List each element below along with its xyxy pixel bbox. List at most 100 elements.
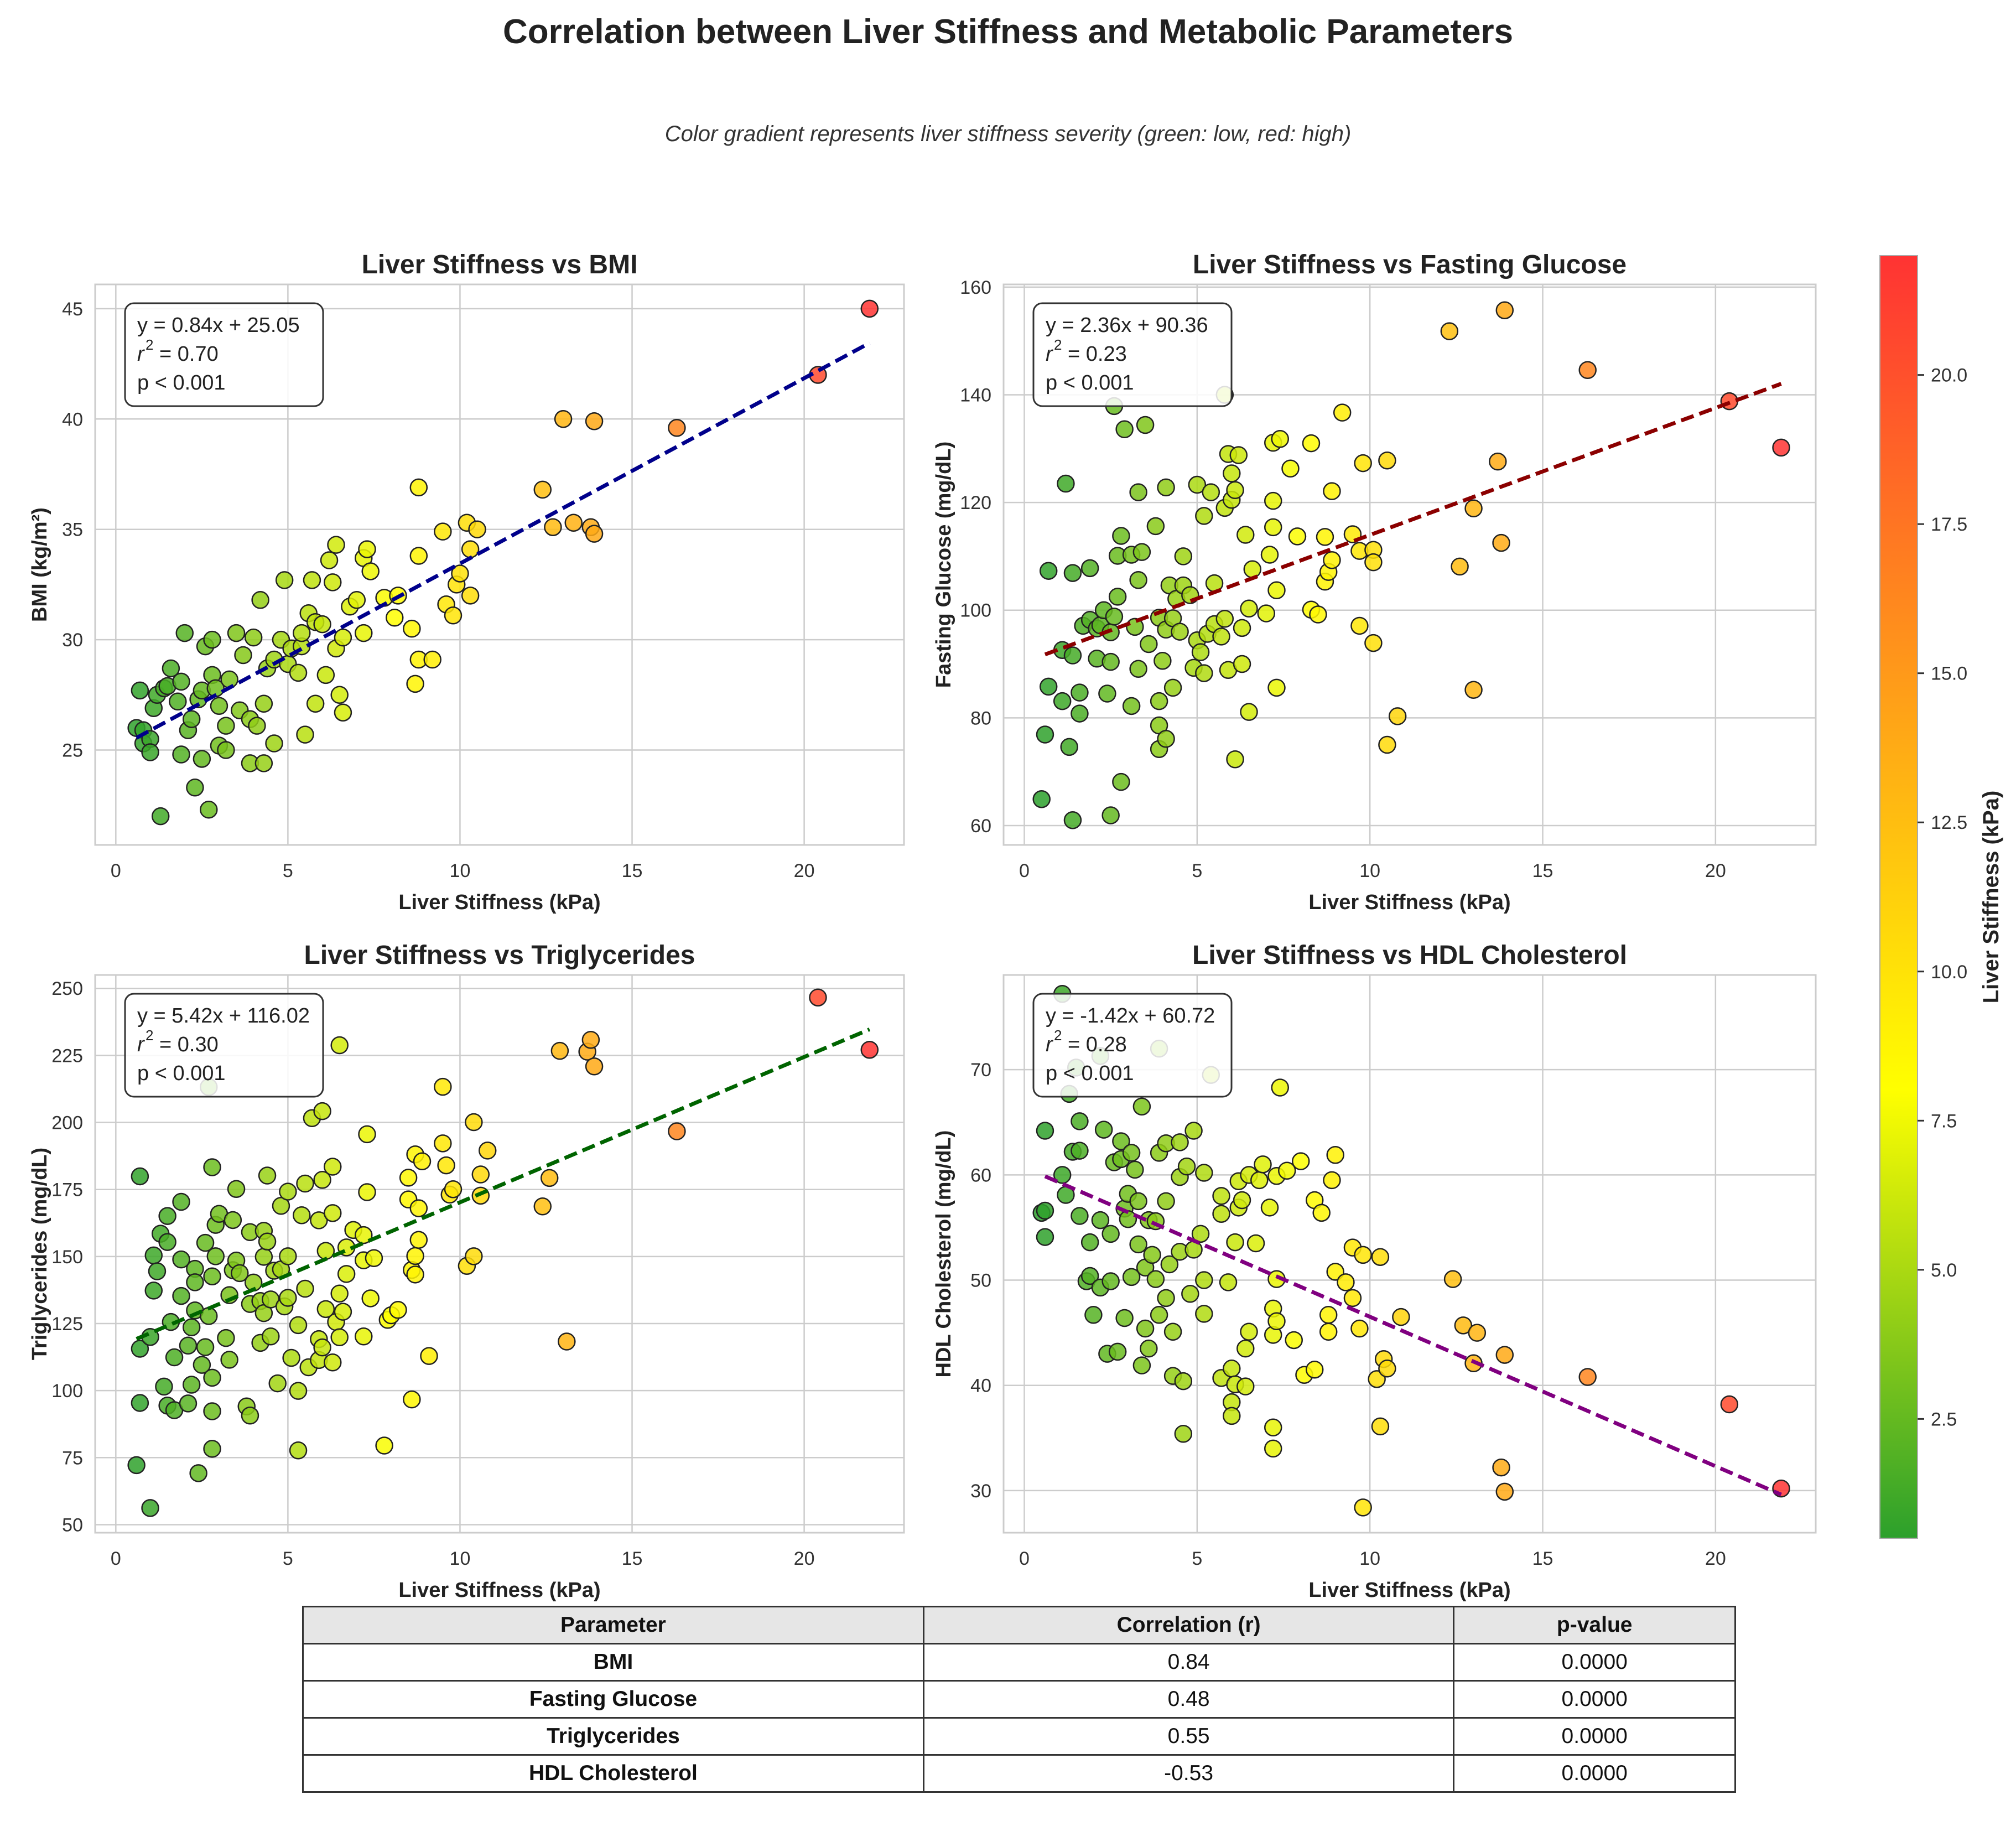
data-point — [1177, 1157, 1196, 1176]
data-point — [330, 1284, 349, 1303]
panel-title: Liver Stiffness vs Triglycerides — [304, 941, 695, 970]
data-point — [1233, 1191, 1251, 1210]
data-point — [444, 606, 463, 625]
data-point — [324, 1353, 342, 1372]
table-header: Correlation (r) — [922, 1606, 1455, 1644]
data-point — [179, 1336, 198, 1355]
y-tick-label: 70 — [970, 1060, 991, 1081]
data-point — [1140, 635, 1158, 653]
data-point — [1354, 1498, 1372, 1517]
regression-equation: y = 0.84x + 25.05 — [137, 314, 300, 337]
data-point — [175, 624, 194, 642]
data-point — [860, 1040, 879, 1059]
data-point — [172, 1192, 190, 1211]
data-point — [186, 1273, 204, 1291]
data-point — [1378, 735, 1396, 754]
y-tick-label: 200 — [51, 1113, 83, 1134]
data-point — [1233, 619, 1251, 637]
data-point — [1364, 634, 1383, 652]
data-point — [313, 615, 331, 634]
data-point — [227, 624, 246, 642]
data-point — [1267, 581, 1286, 599]
data-point — [272, 1197, 290, 1215]
table-cell-correlation: -0.53 — [922, 1754, 1455, 1793]
data-point — [172, 1250, 190, 1269]
data-point — [231, 1264, 249, 1283]
data-point — [465, 1113, 483, 1132]
data-point — [1157, 478, 1175, 497]
data-point — [1236, 1339, 1255, 1358]
colorbar-tick-label: 7.5 — [1931, 1111, 1957, 1132]
data-point — [210, 697, 228, 715]
data-point — [1333, 403, 1352, 422]
data-point — [248, 717, 266, 735]
figure-title: Correlation between Liver Stiffness and … — [502, 13, 1514, 51]
data-point — [313, 1102, 331, 1120]
data-point — [1101, 806, 1120, 824]
data-point — [1350, 616, 1369, 635]
data-point — [1091, 1211, 1110, 1229]
data-point — [1157, 730, 1175, 748]
data-point — [355, 624, 373, 642]
data-point — [144, 1246, 163, 1265]
data-point — [141, 1499, 159, 1517]
data-point — [1309, 605, 1327, 624]
data-point — [585, 412, 604, 430]
data-point — [182, 1376, 201, 1394]
data-point — [585, 1057, 604, 1076]
colorbar-tick-label: 12.5 — [1931, 812, 1967, 833]
data-point — [151, 807, 170, 826]
data-point — [1264, 491, 1282, 510]
data-point — [1319, 1322, 1338, 1341]
data-point — [434, 522, 452, 541]
x-tick-label: 10 — [450, 860, 471, 881]
data-point — [189, 1464, 207, 1482]
data-point — [1212, 1205, 1230, 1223]
y-axis-label: BMI (kg/m²) — [28, 507, 51, 622]
scatter-panel-2: 0 5 10 15 20 60 80 100 120 140 160 Liver Stiffness … — [932, 250, 1817, 914]
data-point — [533, 1197, 552, 1216]
table-cell-correlation: 0.55 — [922, 1717, 1455, 1756]
data-point — [172, 745, 190, 764]
scatter-panel-1: 0 5 10 15 20 25 30 35 40 45 Liver Stiffness vs BMI… — [28, 250, 905, 914]
data-point — [1053, 1166, 1072, 1184]
scatter-panel-3: 0 5 10 15 20 50 75 100 125 150 175 200 225 250 Liver S… — [28, 941, 905, 1602]
data-point — [468, 520, 486, 538]
p-value-text: p < 0.001 — [137, 371, 226, 395]
panel-title: Liver Stiffness vs Fasting Glucose — [1193, 250, 1627, 279]
data-point — [158, 1207, 176, 1225]
data-point — [668, 1122, 686, 1140]
data-point — [1240, 1322, 1258, 1341]
data-point — [289, 1316, 308, 1335]
r-squared-symbol: r — [137, 343, 145, 366]
x-tick-label: 15 — [1532, 1548, 1553, 1569]
data-point — [220, 1351, 238, 1369]
data-point — [141, 743, 159, 761]
colorbar-tick-label: 17.5 — [1931, 514, 1967, 535]
data-point — [413, 1152, 432, 1171]
data-point — [1171, 1133, 1189, 1151]
data-point — [334, 628, 352, 647]
table-row: HDL Cholesterol -0.53 0.0000 — [302, 1754, 1736, 1793]
data-point — [1195, 507, 1213, 525]
colorbar-tick-label: 2.5 — [1931, 1409, 1957, 1430]
data-point — [203, 630, 221, 649]
table-cell-correlation: 0.84 — [922, 1643, 1455, 1682]
data-point — [182, 1318, 201, 1337]
data-point — [217, 717, 235, 735]
x-tick-label: 20 — [1705, 1548, 1726, 1569]
data-point — [365, 1249, 383, 1268]
data-point — [1337, 1273, 1355, 1291]
data-point — [1063, 811, 1082, 829]
data-point — [409, 478, 428, 497]
data-point — [158, 1233, 176, 1251]
r-squared-exponent: 2 — [146, 336, 153, 353]
data-point — [244, 628, 263, 647]
data-point — [544, 518, 562, 536]
data-point — [437, 1156, 455, 1175]
data-point — [258, 1166, 277, 1185]
data-point — [169, 692, 187, 711]
data-point — [434, 1134, 452, 1153]
data-point — [1195, 1305, 1213, 1323]
